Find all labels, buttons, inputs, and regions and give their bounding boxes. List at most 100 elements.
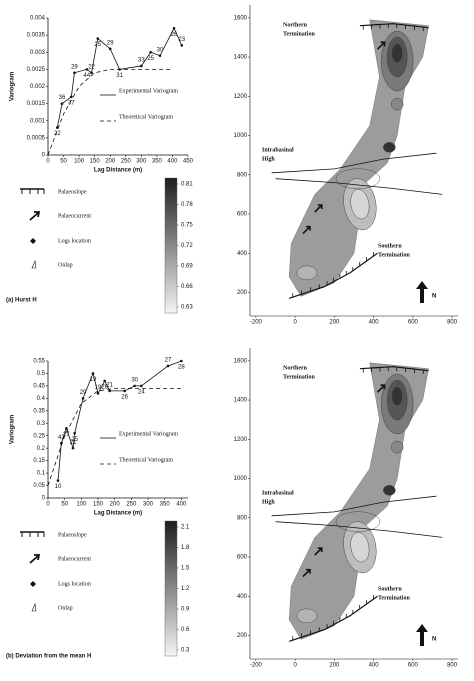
x-tick-label: 300 bbox=[143, 502, 154, 508]
data-point bbox=[73, 431, 76, 435]
annotation: Southern bbox=[378, 243, 402, 249]
x-tick-label: 150 bbox=[93, 502, 104, 508]
contour bbox=[296, 608, 318, 624]
x-tick-label: -200 bbox=[250, 663, 263, 669]
x-tick-label: 50 bbox=[60, 159, 67, 165]
data-point bbox=[81, 397, 85, 400]
data-point bbox=[73, 71, 76, 75]
x-tick-label: 600 bbox=[408, 320, 419, 326]
y-tick-label: 0.001 bbox=[30, 118, 46, 124]
point-label: 27 bbox=[63, 432, 70, 438]
annotation: Termination bbox=[283, 31, 315, 37]
legend-label: Palaeocurrent bbox=[58, 213, 91, 219]
point-label: 30 bbox=[157, 47, 164, 53]
y-tick-label: 0.5 bbox=[37, 371, 46, 377]
colorbar-label: 2.1 bbox=[181, 525, 190, 531]
colorbar-label: 0.72 bbox=[181, 243, 193, 249]
point-label: 27 bbox=[165, 358, 172, 364]
fault bbox=[275, 521, 443, 538]
y-tick-label: 1600 bbox=[234, 358, 248, 364]
colorbar-label: 1.5 bbox=[181, 566, 190, 572]
legend-label: Palaeoslope bbox=[58, 189, 87, 195]
colorbar bbox=[164, 520, 178, 657]
data-point bbox=[158, 54, 162, 57]
point-label: 44 bbox=[84, 73, 91, 79]
palaeocurrent bbox=[302, 568, 311, 578]
y-tick-label: 0.003 bbox=[30, 50, 46, 56]
point-label: 21 bbox=[70, 440, 77, 446]
annotation: Termination bbox=[283, 374, 315, 380]
annotation: Termination bbox=[378, 595, 410, 601]
point-label: 25 bbox=[94, 42, 101, 48]
x-tick-label: 100 bbox=[76, 502, 87, 508]
x-tick-label: 350 bbox=[152, 159, 163, 165]
y-tick-label: 0.2 bbox=[37, 446, 46, 452]
annotation: High bbox=[262, 156, 275, 162]
contour bbox=[383, 485, 396, 496]
point-label: 29 bbox=[71, 64, 78, 70]
x-tick-label: 400 bbox=[369, 663, 380, 669]
y-tick-label: 1200 bbox=[234, 437, 248, 443]
onlap-symbol bbox=[31, 259, 37, 269]
colorbar-label: 0.78 bbox=[181, 202, 193, 208]
y-tick-label: 1600 bbox=[234, 15, 248, 21]
data-point bbox=[123, 389, 126, 393]
point-label: 21 bbox=[106, 382, 113, 388]
data-point bbox=[70, 95, 73, 99]
data-point bbox=[65, 426, 68, 430]
legend-label: Experimental Variogram bbox=[119, 88, 178, 94]
point-label: 37 bbox=[68, 100, 75, 106]
legend-label: Logs location bbox=[58, 238, 91, 244]
x-tick-label: 800 bbox=[447, 663, 458, 669]
y-tick-label: 0.05 bbox=[33, 483, 45, 489]
x-tick-label: 0 bbox=[293, 663, 297, 669]
caption: (a) Hurst H bbox=[6, 298, 37, 304]
point-label: 24 bbox=[138, 389, 145, 395]
contour bbox=[350, 532, 370, 563]
point-label: 26 bbox=[171, 32, 178, 38]
point-label: 36 bbox=[59, 95, 66, 101]
annotation: Northern bbox=[283, 22, 308, 28]
north-label: N bbox=[432, 637, 436, 643]
colorbar bbox=[164, 177, 178, 314]
y-tick-label: 800 bbox=[237, 515, 248, 521]
y-tick-label: 0.002 bbox=[30, 84, 46, 90]
legend-label: Experimental Variogram bbox=[119, 431, 178, 437]
x-axis-title: Lag Distance (m) bbox=[94, 168, 142, 174]
y-tick-label: 0 bbox=[42, 496, 46, 502]
y-tick-label: 0.004 bbox=[30, 16, 46, 22]
y-tick-label: 200 bbox=[237, 633, 248, 639]
y-tick-label: 0 bbox=[42, 153, 46, 159]
x-tick-label: 0 bbox=[46, 502, 50, 508]
point-label: 19 bbox=[90, 377, 97, 383]
north-arrow bbox=[416, 624, 428, 646]
colorbar-label: 0.6 bbox=[181, 627, 190, 633]
palaeocurrent bbox=[314, 547, 323, 556]
data-point bbox=[90, 71, 93, 75]
point-label: 26 bbox=[121, 394, 128, 400]
data-point bbox=[180, 359, 183, 363]
contour bbox=[391, 43, 403, 63]
palaeoslope bbox=[289, 595, 378, 642]
colorbar-label: 0.81 bbox=[181, 182, 193, 188]
data-point bbox=[60, 102, 64, 105]
point-label: 25 bbox=[71, 437, 78, 443]
data-point bbox=[96, 392, 100, 395]
y-tick-label: 0.0025 bbox=[27, 67, 46, 73]
point-label: 10 bbox=[55, 484, 62, 490]
x-tick-label: 400 bbox=[369, 320, 380, 326]
data-point bbox=[140, 384, 143, 388]
y-tick-label: 0.4 bbox=[37, 396, 46, 402]
y-tick-label: 0.0015 bbox=[27, 101, 46, 107]
y-axis-title: Variogram bbox=[10, 415, 16, 444]
contour bbox=[350, 189, 370, 220]
point-label: 28 bbox=[101, 385, 108, 391]
fault bbox=[275, 178, 443, 195]
caption: (b) Deviation from the mean H bbox=[6, 654, 91, 660]
colorbar-label: 0.63 bbox=[181, 305, 193, 311]
point-label: 22 bbox=[54, 131, 61, 137]
x-tick-label: 400 bbox=[176, 502, 187, 508]
legend-label: Theoretical Variogram bbox=[119, 457, 173, 463]
x-tick-label: 0 bbox=[46, 159, 50, 165]
